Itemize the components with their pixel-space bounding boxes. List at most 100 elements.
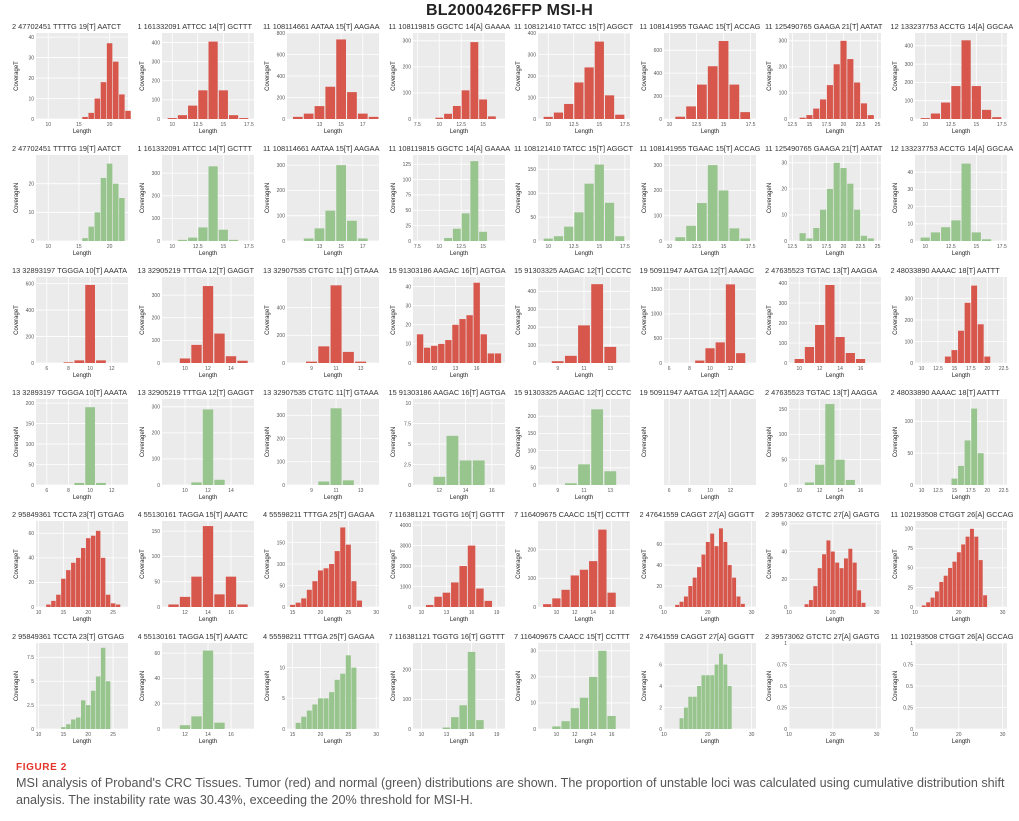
x-tick-label: 8 [67, 488, 70, 494]
x-tick-label: 17 [360, 122, 366, 128]
msi-panel: 7 116409675 CAACC 15[T] CCTTT 10 12 14 16 0 10… [512, 510, 636, 630]
panel-title: 2 48033890 AAAAC 18[T] AATTT [890, 266, 1000, 275]
y-tick-label: 100 [402, 177, 411, 183]
normal-bar [74, 482, 85, 485]
y-tick-label: 100 [528, 448, 537, 454]
x-tick-label: 10 [922, 244, 928, 250]
y-tick-label: 0 [533, 117, 536, 123]
tumor-bar [494, 353, 501, 363]
msi-panel: 11 125490765 GAAGA 21[T] AATAT 12.5 15 17.5… [763, 22, 887, 142]
tumor-bar [51, 600, 56, 607]
x-tick-label: 30 [999, 610, 1005, 616]
y-tick-label: 40 [28, 556, 34, 562]
normal-bar [950, 478, 957, 485]
panel-plot: 10 20 30 0 0.25 0.5 0.75 1 Length CoverageN [893, 641, 1007, 745]
x-tick-label: 11 [333, 488, 338, 494]
y-tick-label: 300 [277, 163, 286, 169]
normal-bar [202, 409, 213, 485]
tumor-bar [416, 334, 423, 363]
y-tick-label: 200 [904, 80, 913, 86]
panel-title: 11 102193508 CTGGT 26[A] GCCAG [890, 632, 1013, 641]
y-axis-label: CoverageN [767, 671, 773, 701]
normal-bar [472, 460, 485, 485]
tumor-bar [218, 90, 228, 119]
tumor-bar [85, 284, 95, 363]
y-tick-label: 0 [533, 361, 536, 367]
plot-background [412, 399, 505, 485]
normal-bar [330, 408, 342, 485]
normal-bar [306, 710, 312, 729]
tumor-bar [722, 541, 727, 607]
y-tick-label: 300 [779, 39, 788, 45]
y-axis-label: CoverageT [642, 305, 648, 335]
x-axis-label: Length [951, 739, 969, 745]
tumor-bar [794, 359, 804, 363]
y-tick-label: 50 [781, 458, 787, 464]
normal-bar [432, 476, 445, 485]
y-axis-label: CoverageT [767, 549, 773, 579]
y-tick-label: 100 [402, 697, 411, 703]
x-axis-label: Length [198, 495, 216, 501]
tumor-bar [323, 568, 329, 607]
msi-panel: 7 116381121 TGGTG 16[T] GGTTT 10 13 16 19 0 10… [387, 510, 511, 630]
x-tick-label: 10 [36, 610, 42, 616]
tumor-bar [564, 103, 574, 119]
x-tick-label: 10 [666, 122, 672, 128]
panel-plot: 6 8 10 12 Length CoverageN [642, 399, 756, 501]
panel-title: 4 55598211 TTTGA 25[T] GAGAA [263, 510, 375, 519]
x-tick-label: 22.5 [856, 122, 866, 128]
x-tick-label: 12.5 [933, 366, 943, 372]
x-tick-label: 10 [707, 488, 713, 494]
normal-bar [442, 727, 450, 729]
x-tick-label: 11 [581, 366, 586, 372]
tumor-bar [314, 106, 325, 119]
plot-background [538, 155, 630, 241]
tumor-bar [458, 566, 467, 607]
y-tick-label: 150 [26, 421, 35, 427]
y-axis-label: CoverageN [516, 671, 522, 701]
y-tick-label: 20 [781, 187, 787, 193]
x-tick-label: 10 [436, 244, 442, 250]
x-tick-label: 16 [489, 488, 495, 494]
msi-panel: 4 55130161 TAGGA 15[T] AAATC 12 14 16 0 50 100… [136, 510, 260, 630]
y-tick-label: 200 [277, 95, 286, 101]
y-tick-label: 300 [904, 296, 913, 302]
x-tick-label: 12 [182, 610, 188, 616]
x-tick-label: 20 [830, 610, 836, 616]
tumor-bar [847, 59, 854, 119]
msi-panel: 11 108141955 TGAAC 15[T] ACCAG 10 12.5 15 17… [638, 144, 762, 264]
y-tick-label: 100 [904, 419, 913, 425]
y-tick-label: 100 [528, 576, 537, 582]
x-tick-label: 14 [228, 366, 234, 372]
panel-plot: 10 15 20 0 10 20 Length CoverageN [14, 155, 128, 257]
tumor-bar [704, 348, 715, 363]
y-axis-label: CoverageT [391, 305, 397, 335]
tumor-bar [443, 113, 452, 119]
x-axis-label: Length [700, 739, 718, 745]
x-tick-label: 15 [973, 122, 979, 128]
msi-panel: 2 39573062 GTCTC 27[A] GAGTG 10 20 30 0 0.25 0… [763, 632, 887, 752]
tumor-bar [425, 604, 433, 607]
x-tick-label: 6 [45, 366, 48, 372]
msi-panel: 13 32893197 TGGGA 10[T] AAATA 6 8 10 12 0 200 4… [10, 266, 134, 386]
y-axis-label: CoverageN [893, 183, 899, 213]
panel-plot: 10 13 16 19 0 1000 2000 3000 4000 Length CoverageT [391, 521, 505, 623]
x-axis-label: Length [700, 373, 718, 379]
x-tick-label: 15 [951, 488, 957, 494]
x-tick-label: 12.5 [691, 122, 701, 128]
panel-plot: 10 15 20 25 0 2.5 5 7.5 Length CoverageN [14, 643, 128, 745]
x-tick-label: 30 [874, 732, 880, 738]
y-tick-label: 0 [157, 239, 160, 245]
normal-bar [840, 168, 847, 241]
normal-bar [981, 239, 991, 241]
panel-title: 13 32905219 TTTGA 12[T] GAGGT [137, 388, 255, 397]
tumor-bar [977, 324, 984, 363]
y-axis-label: CoverageT [767, 61, 773, 91]
x-axis-label: Length [575, 129, 593, 135]
x-tick-label: 15 [807, 244, 813, 250]
panel-title: 4 55130161 TAGGA 15[T] AAATC [137, 632, 249, 641]
x-tick-label: 14 [205, 610, 211, 616]
x-tick-label: 17.5 [244, 122, 254, 128]
tumor-bar [236, 360, 248, 363]
x-tick-label: 20 [956, 610, 962, 616]
